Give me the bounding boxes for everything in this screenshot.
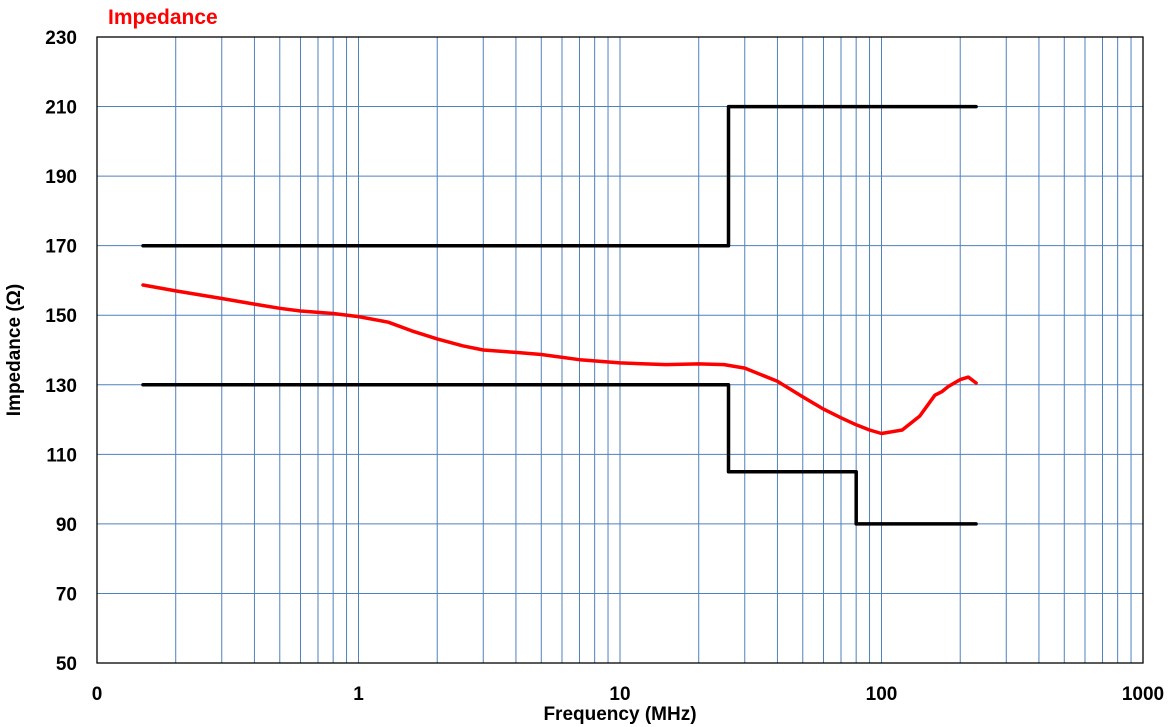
grid (97, 37, 1143, 663)
y-tick-label: 50 (56, 654, 77, 675)
y-axis-label: Impedance (Ω) (4, 284, 25, 416)
x-axis-label: Frequency (MHz) (543, 704, 696, 725)
series-line-lower-limit (141, 383, 978, 526)
y-tick-label: 210 (45, 98, 77, 119)
x-tick-label: 100 (866, 684, 898, 705)
y-tick-label: 230 (45, 28, 77, 49)
series-group (141, 104, 978, 526)
y-tick-label: 190 (45, 167, 77, 188)
y-tick-label: 170 (45, 237, 77, 258)
x-tick-label: 1000 (1122, 684, 1164, 705)
y-tick-label: 90 (56, 515, 77, 536)
y-tick-label: 70 (56, 584, 77, 605)
plot-frame (96, 36, 1144, 664)
x-tick-label: 0 (92, 684, 103, 705)
y-tick-label: 110 (46, 445, 77, 466)
series-line-upper-limit (141, 104, 978, 248)
x-tick-label: 1 (353, 684, 364, 705)
chart-title: Impedance (108, 6, 218, 29)
series-line-measured (141, 283, 978, 436)
y-tick-label: 130 (45, 376, 77, 397)
x-tick-label: 10 (609, 684, 630, 705)
y-tick-label: 150 (45, 306, 77, 327)
